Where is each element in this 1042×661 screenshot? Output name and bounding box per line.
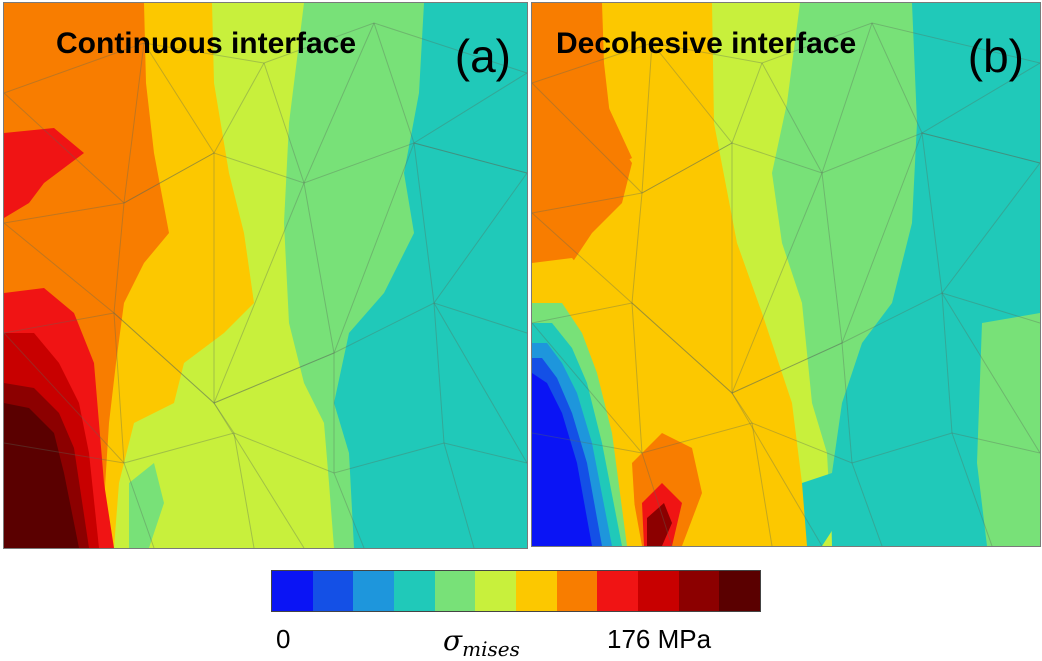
band-orange-fill bbox=[532, 3, 632, 198]
panel-decohesive-interface: Decohesive interface (b) bbox=[531, 2, 1041, 547]
colorbar-min-label: 0 bbox=[276, 624, 291, 654]
band-green-lower bbox=[129, 463, 164, 548]
band-green-right bbox=[977, 313, 1040, 546]
colorbar-swatch-5 bbox=[434, 571, 476, 611]
band-deep-blue bbox=[532, 373, 592, 546]
stress-contour-map-a bbox=[4, 3, 527, 548]
colorbar-swatch-2 bbox=[312, 571, 354, 611]
colorbar-max-label: 176 MPa bbox=[607, 624, 712, 654]
colorbar-swatch-10 bbox=[638, 571, 679, 611]
variable-symbol: σ bbox=[443, 624, 463, 657]
colorbar-swatch-3 bbox=[353, 571, 395, 611]
colorbar-swatch-11 bbox=[678, 571, 720, 611]
panel-continuous-interface: Continuous interface (a) bbox=[3, 2, 528, 549]
colorbar-swatch-8 bbox=[556, 571, 598, 611]
panel-title-b: Decohesive interface bbox=[556, 27, 857, 60]
colorbar bbox=[271, 570, 761, 612]
colorbar-swatch-7 bbox=[516, 571, 557, 611]
band-maroon bbox=[4, 403, 79, 548]
panel-title-a: Continuous interface bbox=[56, 27, 357, 60]
colorbar-variable-label: σmises bbox=[443, 624, 520, 661]
colorbar-swatch-6 bbox=[475, 571, 517, 611]
mesh-lines-a bbox=[4, 22, 527, 548]
panel-letter-b: (b) bbox=[967, 30, 1024, 82]
stress-contour-map-b bbox=[532, 3, 1040, 546]
panel-letter-a: (a) bbox=[454, 30, 511, 82]
band-cyan-lower bbox=[802, 473, 837, 546]
colorbar-swatch-12 bbox=[719, 571, 761, 611]
band-darker-red bbox=[647, 503, 672, 546]
colorbar-swatch-1 bbox=[272, 571, 313, 611]
band-red-upper bbox=[4, 128, 84, 218]
mesh-lines-b bbox=[532, 22, 1040, 546]
colorbar-swatch-4 bbox=[394, 571, 435, 611]
variable-subscript: mises bbox=[462, 637, 520, 661]
colorbar-swatch-9 bbox=[597, 571, 639, 611]
